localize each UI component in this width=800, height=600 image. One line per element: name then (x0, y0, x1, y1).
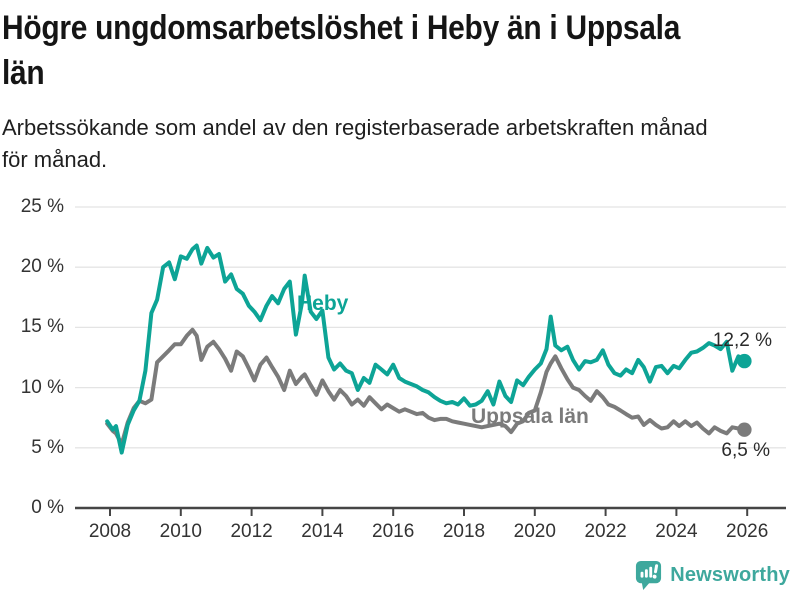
bar-chart-bar-tall (649, 566, 653, 578)
exclamation-dot (652, 574, 657, 579)
y-axis-tick-label: 25 % (20, 196, 64, 217)
x-axis-tick-label: 2018 (442, 521, 486, 542)
series-end-dot-heby (737, 353, 752, 369)
bar-chart-bar-medium (645, 569, 649, 578)
speech-bubble-tail (641, 582, 651, 590)
x-axis-tick-label: 2026 (726, 521, 769, 542)
bar-chart-bar-small (640, 571, 644, 578)
y-axis-tick-label: 20 % (20, 256, 64, 278)
x-axis-tick-label: 2022 (584, 521, 627, 542)
x-axis-tick-label: 2016 (372, 521, 415, 542)
y-axis-tick-label: 15 % (20, 316, 64, 338)
x-axis-tick-label: 2024 (655, 521, 698, 542)
y-axis-tick-label: 0 % (31, 497, 64, 518)
y-axis-tick-label: 5 % (31, 436, 64, 458)
chart-title: Högre ungdomsarbetslöshet i Heby än i Up… (2, 9, 681, 92)
end-value-label-uppsala-lan: 6,5 % (721, 440, 770, 461)
x-axis-tick-label: 2010 (159, 521, 202, 542)
series-label-heby: Heby (297, 292, 349, 315)
series-line-heby (105, 243, 747, 455)
newsworthy-logo-text: Newsworthy (670, 563, 790, 586)
x-axis-tick-label: 2014 (301, 521, 344, 542)
y-axis-tick-label: 10 % (20, 376, 64, 398)
x-axis-tick-label: 2020 (513, 521, 556, 542)
x-axis-tick-label: 2012 (230, 521, 273, 542)
series-end-dot-uppsala-lan (737, 422, 752, 437)
newsworthy-logo-icon (636, 560, 662, 590)
x-axis-tick-label: 2008 (88, 521, 132, 542)
series-label-uppsala-lan: Uppsala län (471, 405, 589, 428)
exclamation-bar (654, 564, 659, 574)
chart-subtitle: Arbetssökande som andel av den registerb… (2, 115, 708, 172)
series-line-uppsala-lan (105, 327, 747, 447)
end-value-label-heby: 12,2 % (712, 330, 772, 351)
newsworthy-logo: Newsworthy (634, 559, 790, 591)
